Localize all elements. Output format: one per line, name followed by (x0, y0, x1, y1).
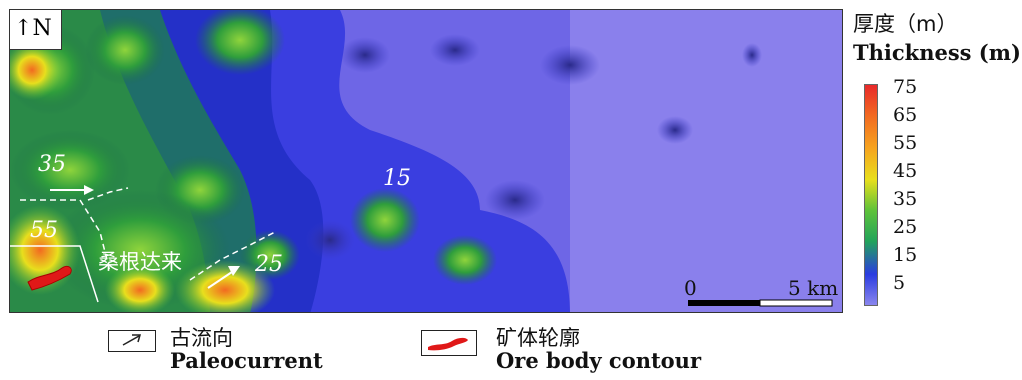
scale-end-label: 5 km (788, 276, 839, 300)
legend-title-en: Thickness (m) (853, 40, 1021, 65)
map-low (305, 220, 355, 260)
map-low (657, 116, 693, 144)
ore-body-icon (428, 337, 468, 351)
map-hotspot (10, 40, 62, 100)
north-label: N (32, 16, 52, 41)
ore-body-label-en: Ore body contour (496, 348, 702, 373)
contour-label: 25 (255, 252, 283, 277)
map-blob (195, 10, 285, 75)
paleocurrent-arrowhead (228, 266, 240, 276)
paleocurrent-label-en: Paleocurrent (170, 348, 323, 373)
place-name: 桑根达来 (98, 250, 182, 274)
legend-tick: 45 (893, 160, 918, 182)
map-blob (85, 15, 165, 85)
paleocurrent-arrow-icon (122, 334, 141, 346)
map-line (10, 245, 99, 303)
legend-title-zh: 厚度（m） (853, 12, 958, 36)
legend-colorbar (864, 84, 878, 306)
legend-tick: 15 (893, 244, 918, 266)
contour-label: 55 (30, 218, 58, 243)
map-low (742, 43, 762, 67)
north-arrow: ↑N (10, 10, 62, 50)
map-line (79, 199, 111, 273)
map-hotspot (105, 265, 175, 312)
paleocurrent-key-icon (108, 330, 156, 352)
ore-body-label-zh: 矿体轮廓 (496, 326, 580, 350)
paleocurrent-label-zh: 古流向 (170, 326, 233, 350)
thickness-map: ↑N 35 55 15 25 桑根达来 0 5 km (9, 9, 843, 313)
map-line (189, 231, 276, 281)
map-canvas (10, 10, 842, 312)
ore-body-key-icon (421, 330, 477, 356)
paleocurrent-arrow (207, 271, 233, 289)
map-low (430, 34, 480, 66)
scale-bar-light (759, 299, 833, 307)
scale-start-label: 0 (684, 276, 697, 300)
map-blob (433, 235, 497, 285)
contour-label: 35 (38, 152, 66, 177)
paleocurrent-arrowhead (84, 185, 94, 195)
map-low (485, 180, 545, 220)
legend-tick: 75 (893, 76, 918, 98)
map-blob (10, 130, 130, 210)
legend-tick: 35 (893, 188, 918, 210)
legend-tick: 25 (893, 216, 918, 238)
north-arrow-icon: ↑ (14, 16, 33, 41)
legend-tick: 5 (893, 272, 906, 294)
scale-bar-dark (688, 300, 760, 306)
map-low (340, 37, 390, 73)
map-blob (350, 188, 420, 252)
legend-tick: 65 (893, 104, 918, 126)
contour-label: 15 (383, 166, 411, 191)
map-low (540, 45, 600, 85)
legend-tick: 55 (893, 132, 918, 154)
ore-body-contour (27, 265, 72, 291)
map-line (87, 187, 129, 201)
